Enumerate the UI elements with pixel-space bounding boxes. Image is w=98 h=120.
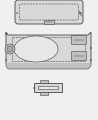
Polygon shape: [40, 92, 48, 95]
Polygon shape: [40, 80, 48, 83]
Polygon shape: [38, 86, 58, 89]
Circle shape: [7, 46, 13, 52]
Circle shape: [5, 59, 7, 61]
Circle shape: [79, 12, 81, 14]
Polygon shape: [34, 83, 62, 92]
Polygon shape: [44, 20, 54, 24]
Circle shape: [5, 33, 7, 35]
FancyBboxPatch shape: [72, 36, 87, 45]
Circle shape: [5, 44, 15, 54]
Polygon shape: [6, 63, 91, 69]
Ellipse shape: [14, 36, 58, 62]
FancyBboxPatch shape: [72, 51, 87, 60]
FancyBboxPatch shape: [15, 0, 83, 24]
Circle shape: [90, 59, 92, 61]
Circle shape: [90, 47, 92, 49]
Circle shape: [33, 87, 35, 89]
Circle shape: [16, 12, 18, 14]
Polygon shape: [6, 32, 91, 66]
